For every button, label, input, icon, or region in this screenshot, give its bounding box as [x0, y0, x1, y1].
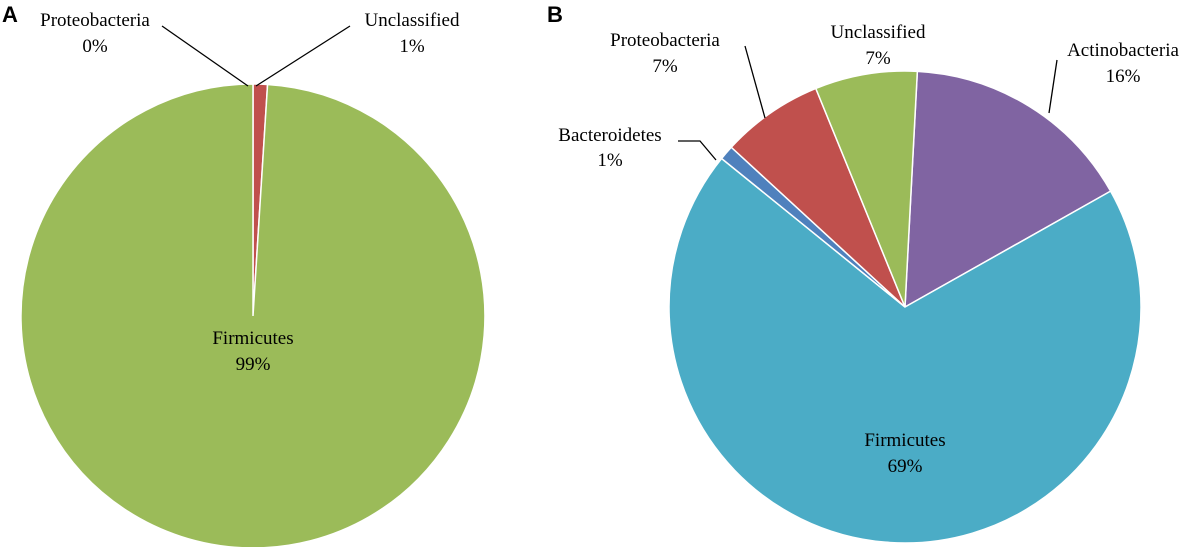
leader-a-proteobacteria: [161, 25, 249, 87]
pie-b-slice-proteobacteria: [730, 87, 906, 308]
label-a-unclassified-name: Unclassified: [365, 10, 460, 31]
pie-b-slices: [668, 70, 1142, 544]
label-b-firmicutes-name: Firmicutes: [864, 430, 945, 451]
panel-letter-b: B: [547, 2, 563, 27]
label-b-unclassified-name: Unclassified: [831, 22, 926, 43]
panel-letter-a: A: [2, 2, 18, 27]
label-b-firmicutes-value: 69%: [888, 456, 923, 477]
label-b-proteobacteria-name: Proteobacteria: [610, 30, 720, 51]
leader-b-bacteroidetes: [678, 140, 717, 161]
label-b-bacteroidetes-name: Bacteroidetes: [558, 125, 661, 146]
leader-b-proteobacteria: [744, 45, 766, 119]
pie-b-slice-actinobacteria: [904, 70, 1112, 309]
label-b-bacteroidetes-value: 1%: [597, 150, 623, 171]
label-a-firmicutes-value: 99%: [236, 354, 271, 375]
pie-a-slice-firmicutes: [20, 83, 486, 547]
label-a-proteobacteria-name: Proteobacteria: [40, 10, 150, 31]
pie-b-slice-unclassified: [814, 70, 919, 308]
label-a-firmicutes-name: Firmicutes: [212, 328, 293, 349]
pie-a-slices: [20, 83, 486, 547]
pie-chart-b: B Actinobacteria 16% Proteobacteria 7% U…: [547, 2, 1179, 544]
label-b-proteobacteria-value: 7%: [652, 56, 678, 77]
label-a-unclassified-value: 1%: [399, 36, 425, 57]
pie-chart-a: A Proteobacteria 0% Unclassified 1% Firm…: [2, 2, 486, 547]
label-a-proteobacteria-value: 0%: [82, 36, 108, 57]
label-b-actinobacteria-value: 16%: [1106, 66, 1141, 87]
label-b-unclassified-value: 7%: [865, 48, 891, 69]
label-b-actinobacteria-name: Actinobacteria: [1067, 40, 1179, 61]
leader-a-unclassified: [255, 25, 351, 87]
pie-b-slice-firmicutes: [668, 157, 1142, 544]
leader-b-actinobacteria: [1048, 59, 1058, 114]
